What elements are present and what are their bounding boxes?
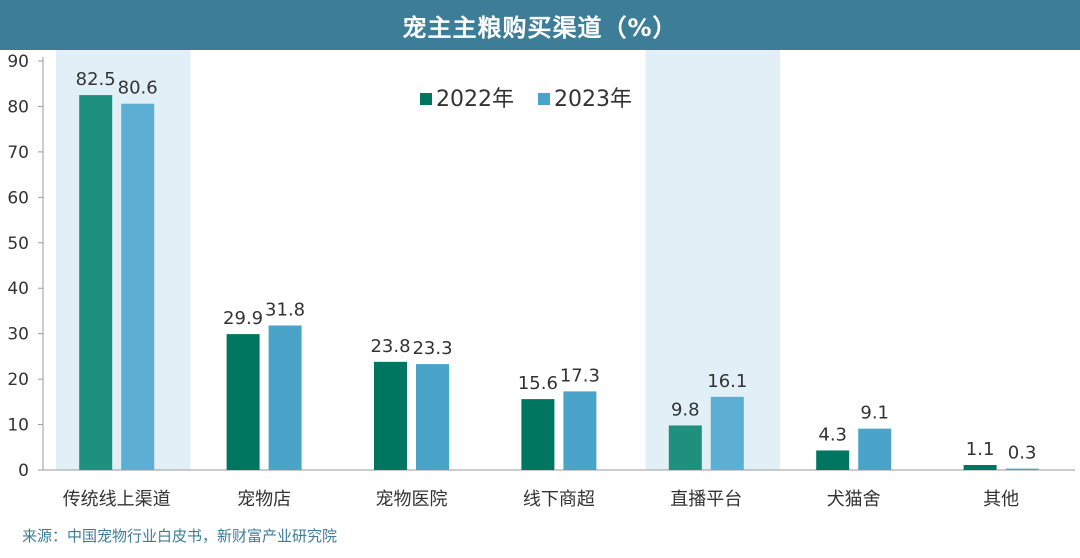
category-label: 线下商超 — [523, 489, 595, 510]
category-label: 宠物店 — [237, 489, 291, 510]
y-tick-label: 50 — [7, 234, 29, 254]
bar-value-label: 23.3 — [412, 338, 452, 359]
bar-2022年 — [226, 334, 260, 470]
bar-value-label: 1.1 — [966, 439, 995, 460]
bar-2022年 — [374, 361, 407, 470]
chart-title: 宠主主粮购买渠道（%） — [402, 13, 678, 42]
y-tick-label: 60 — [7, 188, 29, 208]
bar-2023年 — [710, 396, 744, 470]
legend-label: 2022年 — [436, 87, 514, 112]
y-tick-label: 80 — [7, 97, 29, 117]
bar-value-label: 15.6 — [518, 373, 558, 394]
y-tick-label: 40 — [7, 279, 29, 299]
bar-value-label: 31.8 — [265, 299, 305, 320]
bar-2022年 — [521, 399, 555, 470]
category-label: 其他 — [983, 489, 1019, 510]
bar-2023年 — [563, 391, 597, 470]
category-label: 直播平台 — [670, 489, 742, 510]
y-tick-label: 0 — [18, 461, 29, 481]
bar-2022年 — [668, 425, 702, 470]
chart-title-bar: 宠主主粮购买渠道（%） — [0, 0, 1080, 50]
bar-2023年 — [416, 364, 449, 470]
y-tick-label: 10 — [7, 416, 29, 436]
y-tick-label: 20 — [7, 370, 29, 390]
bar-value-label: 16.1 — [707, 371, 747, 392]
bar-value-label: 29.9 — [223, 308, 263, 329]
bar-value-label: 4.3 — [818, 424, 847, 445]
bar-value-label: 23.8 — [370, 336, 410, 357]
legend-swatch — [420, 93, 432, 105]
bar-value-label: 82.5 — [76, 69, 116, 90]
source-note: 来源：中国宠物行业白皮书，新财富产业研究院 — [22, 527, 338, 545]
legend-swatch — [538, 93, 550, 105]
legend-label: 2023年 — [554, 87, 632, 112]
bar-2023年 — [1005, 468, 1039, 470]
y-tick-label: 90 — [7, 52, 29, 72]
bar-value-label: 80.6 — [118, 78, 158, 99]
y-tick-label: 30 — [7, 325, 29, 345]
bar-2023年 — [858, 428, 892, 470]
category-label: 犬猫舍 — [827, 489, 881, 510]
bar-2022年 — [79, 95, 113, 471]
bar-2022年 — [963, 465, 997, 470]
y-tick-label: 70 — [7, 143, 29, 163]
category-label: 传统线上渠道 — [63, 489, 171, 510]
bar-value-label: 9.1 — [860, 403, 889, 424]
bar-chart: 0 10 20 30 40 50 60 70 80 90 82.5 80.6 传统线上渠道 29.9 31.… — [7, 50, 1075, 510]
bar-2022年 — [816, 450, 850, 470]
bar-2023年 — [121, 103, 155, 470]
bar-value-label: 17.3 — [560, 365, 600, 386]
bar-value-label: 9.8 — [671, 399, 700, 420]
category-label: 宠物医院 — [376, 489, 448, 510]
bar-2023年 — [268, 325, 302, 470]
bar-value-label: 0.3 — [1008, 443, 1037, 464]
